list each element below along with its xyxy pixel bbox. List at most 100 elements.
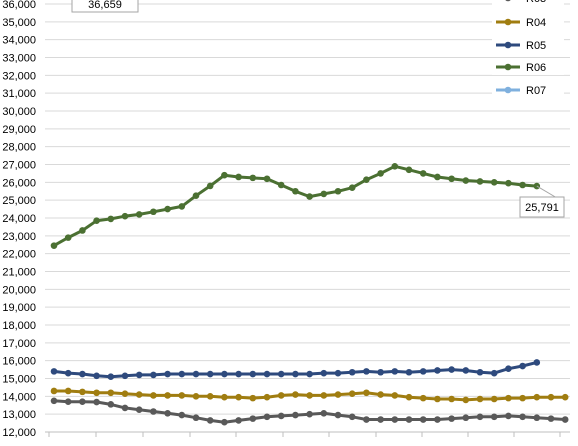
data-point-r05 [405,368,413,376]
data-point-r04 [320,392,328,399]
data-point-r04 [434,395,441,403]
data-point-r06 [377,170,384,177]
data-point-r03 [306,410,313,418]
y-axis: 12,000 13,000 14,000 15,000 16,000 17,000 18,0… [2,0,570,439]
data-point-r05 [377,368,384,376]
data-point-r03 [107,401,115,408]
data-point-r03 [235,417,242,424]
data-point-r06 [462,177,470,184]
data-point-r05 [93,372,100,380]
data-point-r04 [50,387,58,395]
data-point-r05 [206,370,214,378]
data-point-r04 [79,388,86,396]
data-point-r06 [505,179,512,187]
data-point-r05 [292,370,299,378]
data-point-r05 [434,367,441,374]
data-point-r03 [490,413,498,421]
data-point-r05 [490,369,498,377]
data-point-r04 [164,392,171,399]
data-point-r06 [334,187,342,195]
data-point-r03 [206,417,214,424]
data-point-r05 [334,369,342,377]
data-point-r03 [533,414,541,422]
data-point-r05 [348,368,356,376]
y-tick-label: 23,000 [2,231,36,243]
data-point-r06 [405,166,413,174]
legend-label: R03 [526,0,546,5]
legend-item-r04: R04 [492,13,564,30]
data-point-r04 [178,392,186,399]
y-tick-label: 31,000 [2,88,36,100]
data-point-r06 [206,182,214,190]
data-point-r04 [533,393,541,401]
data-point-r03 [448,415,455,422]
data-point-r04 [519,394,526,402]
data-point-r06 [419,170,427,177]
series-r03 [50,397,569,426]
data-point-r05 [462,367,470,374]
data-point-r05 [391,368,399,375]
data-point-r03 [178,411,186,419]
data-point-r03 [334,411,342,419]
data-point-r05 [505,365,512,372]
callout-last-value: 25,791 [519,185,565,218]
data-point-r05 [178,370,186,378]
data-point-r04 [377,391,384,398]
data-point-r06 [363,176,370,183]
data-point-r03 [519,413,526,421]
y-tick-label: 35,000 [2,17,36,29]
data-point-r03 [377,416,384,423]
y-tick-label: 32,000 [2,70,36,82]
callout-label: 36,659 [88,0,122,11]
data-point-r04 [306,392,313,399]
y-tick-label: 21,000 [2,267,36,279]
data-point-r04 [334,391,342,398]
data-point-r03 [434,416,441,423]
data-point-r03 [419,416,427,423]
data-point-r06 [277,181,285,189]
y-tick-label: 25,000 [2,195,36,207]
data-point-r06 [249,174,257,182]
data-point-r04 [462,396,470,404]
legend-marker [504,86,512,94]
data-point-r03 [348,413,356,421]
data-point-r04 [547,393,555,401]
legend-item-r07: R07 [492,81,564,98]
data-point-r05 [135,371,143,379]
y-tick-label: 20,000 [2,284,36,296]
data-point-r03 [135,406,143,414]
data-point-r06 [192,192,200,200]
legend-label: R07 [526,85,546,97]
data-point-r06 [448,175,455,183]
data-point-r04 [206,393,214,400]
data-point-r06 [292,187,299,195]
data-point-r04 [476,395,484,403]
data-point-r06 [135,211,143,218]
y-tick-label: 19,000 [2,302,36,314]
data-point-r06 [150,208,157,216]
series-layer [50,162,569,426]
data-point-r04 [561,393,569,401]
y-tick-label: 15,000 [2,374,36,386]
data-point-r03 [64,398,72,405]
data-point-r06 [50,242,58,249]
data-point-r06 [79,227,86,234]
data-point-r04 [135,391,143,398]
y-tick-label: 30,000 [2,106,36,118]
legend-marker [504,41,512,49]
series-r05 [50,359,541,381]
data-point-r06 [107,215,115,223]
data-point-r03 [320,409,328,417]
data-point-r03 [405,416,413,423]
data-point-r05 [249,370,257,378]
legend-label: R04 [526,17,546,29]
callouts: 36,659 25,791 [71,0,565,218]
data-point-r03 [192,414,200,422]
data-point-r03 [292,411,299,419]
gridlines [45,3,570,433]
data-point-r05 [50,368,58,375]
data-point-r05 [277,370,285,378]
data-point-r05 [419,368,427,375]
data-point-r05 [363,368,370,375]
